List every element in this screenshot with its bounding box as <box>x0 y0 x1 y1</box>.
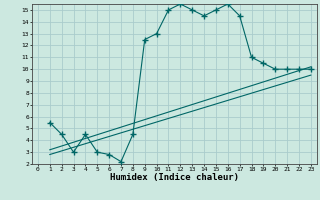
X-axis label: Humidex (Indice chaleur): Humidex (Indice chaleur) <box>110 173 239 182</box>
